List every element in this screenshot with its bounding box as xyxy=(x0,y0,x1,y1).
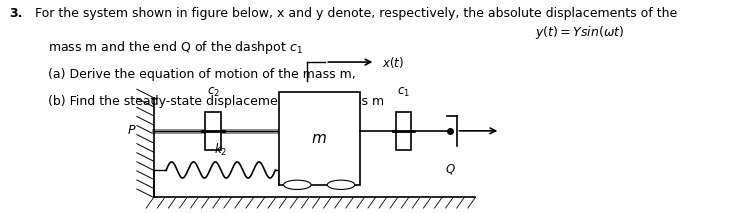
Bar xyxy=(205,112,221,150)
Circle shape xyxy=(283,180,311,189)
Text: $c_2$: $c_2$ xyxy=(206,86,220,99)
Text: 3.: 3. xyxy=(9,7,22,20)
Text: (b) Find the steady-state displacement of the mass m: (b) Find the steady-state displacement o… xyxy=(48,95,384,108)
Text: (a) Derive the equation of motion of the mass m,: (a) Derive the equation of motion of the… xyxy=(48,68,355,81)
Circle shape xyxy=(327,180,355,189)
Text: P: P xyxy=(127,124,135,137)
Bar xyxy=(396,112,411,150)
Text: $c_1$: $c_1$ xyxy=(397,86,410,99)
Text: $x(t)$: $x(t)$ xyxy=(381,55,403,70)
Text: $k_2$: $k_2$ xyxy=(214,142,228,158)
Text: For the system shown in figure below, x and y denote, respectively, the absolute: For the system shown in figure below, x … xyxy=(35,7,677,20)
Text: Q: Q xyxy=(446,163,455,176)
Text: $m$: $m$ xyxy=(311,131,327,146)
Bar xyxy=(279,92,359,185)
Text: mass m and the end Q of the dashpot $c_1$: mass m and the end Q of the dashpot $c_1… xyxy=(48,39,302,56)
Text: $y(t) = Ysin(\omega t)$: $y(t) = Ysin(\omega t)$ xyxy=(534,24,624,41)
